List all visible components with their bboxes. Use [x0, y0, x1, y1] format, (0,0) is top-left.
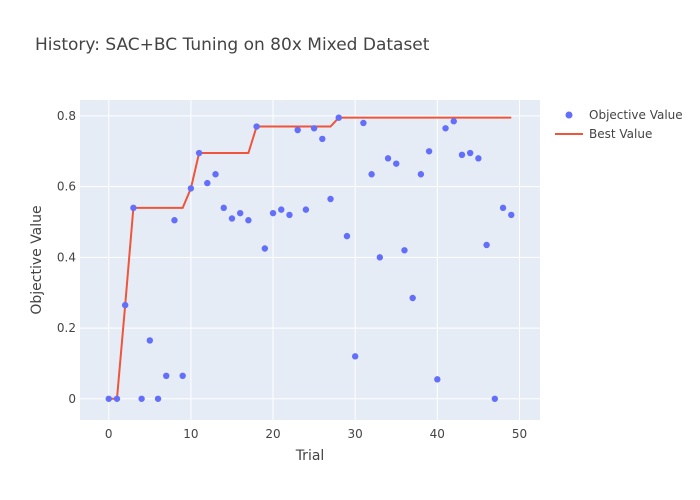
objective-value-series [105, 114, 515, 402]
objective-point[interactable] [212, 171, 219, 178]
objective-point[interactable] [154, 395, 162, 402]
legend-label-best: Best Value [589, 127, 652, 141]
x-tick-label: 40 [430, 427, 445, 441]
objective-point[interactable] [105, 395, 112, 402]
plot-area [80, 100, 540, 420]
objective-point[interactable] [253, 123, 260, 130]
objective-point[interactable] [335, 114, 342, 121]
y-tick-label: 0.2 [57, 321, 76, 335]
objective-point[interactable] [310, 125, 318, 132]
objective-point[interactable] [269, 209, 277, 217]
x-tick-label: 0 [105, 427, 113, 441]
best-value-line [108, 116, 512, 400]
best-value-series [108, 116, 512, 400]
objective-point[interactable] [360, 119, 367, 127]
objective-point[interactable] [442, 125, 449, 132]
objective-point[interactable] [450, 118, 457, 125]
legend-marker-objective [565, 111, 573, 119]
objective-point[interactable] [187, 185, 195, 192]
objective-point[interactable] [121, 301, 129, 309]
objective-point[interactable] [499, 204, 507, 212]
objective-point[interactable] [220, 204, 227, 212]
objective-point[interactable] [483, 241, 490, 249]
objective-point[interactable] [384, 155, 392, 162]
objective-point[interactable] [434, 376, 441, 383]
objective-point[interactable] [146, 337, 154, 344]
objective-point[interactable] [409, 294, 416, 302]
objective-point[interactable] [195, 149, 203, 157]
y-axis-ticks: 0 0.2 0.4 0.6 0.8 [57, 109, 76, 406]
x-tick-label: 50 [512, 427, 527, 441]
objective-point[interactable] [163, 372, 170, 380]
y-tick-label: 0.6 [57, 180, 76, 194]
objective-point[interactable] [245, 217, 252, 224]
objective-point[interactable] [327, 195, 334, 203]
objective-point[interactable] [138, 395, 145, 402]
objective-point[interactable] [475, 155, 482, 162]
objective-point[interactable] [417, 171, 425, 178]
y-tick-label: 0.4 [57, 250, 76, 264]
objective-point[interactable] [294, 126, 301, 134]
x-tick-label: 20 [265, 427, 280, 441]
objective-point[interactable] [302, 206, 310, 213]
objective-point[interactable] [228, 215, 236, 222]
objective-point[interactable] [508, 211, 515, 219]
objective-point[interactable] [286, 211, 293, 219]
objective-point[interactable] [278, 206, 285, 213]
x-axis-title: Trial [295, 448, 325, 464]
objective-point[interactable] [261, 245, 269, 252]
objective-point[interactable] [319, 135, 326, 143]
objective-point[interactable] [179, 372, 186, 380]
objective-point[interactable] [368, 171, 375, 178]
y-tick-label: 0.8 [57, 109, 76, 123]
objective-point[interactable] [171, 217, 178, 224]
x-tick-label: 30 [348, 427, 363, 441]
legend: Objective Value Best Value [555, 108, 683, 141]
chart-title: History: SAC+BC Tuning on 80x Mixed Data… [35, 35, 430, 55]
x-tick-label: 10 [183, 427, 198, 441]
y-tick-label: 0 [68, 392, 76, 406]
objective-point[interactable] [351, 353, 359, 360]
objective-point[interactable] [204, 179, 211, 187]
objective-point[interactable] [343, 232, 351, 240]
objective-point[interactable] [401, 247, 408, 254]
objective-point[interactable] [113, 395, 121, 402]
legend-item-best[interactable]: Best Value [555, 127, 652, 141]
objective-point[interactable] [425, 148, 433, 155]
legend-label-objective: Objective Value [589, 108, 683, 122]
y-axis-title: Objective Value [29, 205, 45, 314]
objective-point[interactable] [376, 254, 384, 261]
objective-point[interactable] [236, 209, 244, 217]
objective-point[interactable] [458, 151, 466, 159]
objective-point[interactable] [130, 204, 137, 212]
legend-item-objective[interactable]: Objective Value [565, 108, 683, 122]
objective-point[interactable] [466, 149, 474, 157]
objective-point[interactable] [393, 160, 400, 167]
objective-point[interactable] [491, 395, 499, 402]
x-axis-ticks: 0 10 20 30 40 50 [105, 427, 527, 441]
